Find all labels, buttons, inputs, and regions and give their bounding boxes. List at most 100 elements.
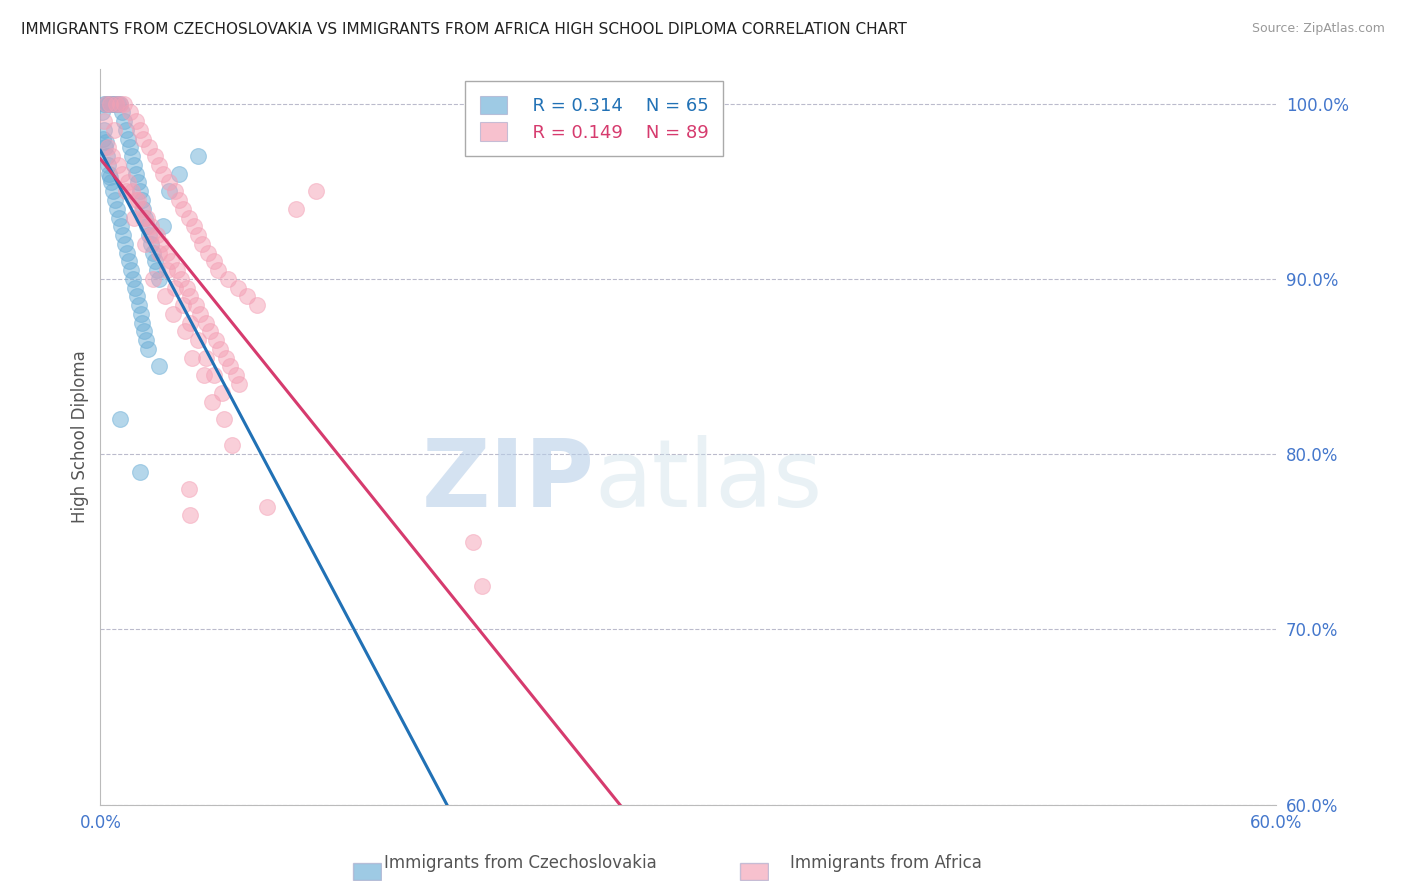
Point — [107, 96, 129, 111]
Point — [160, 254, 183, 268]
FancyBboxPatch shape — [740, 863, 768, 880]
Text: atlas: atlas — [595, 434, 823, 527]
Point — [228, 377, 250, 392]
Point — [120, 263, 142, 277]
Point — [167, 167, 190, 181]
Point — [172, 202, 194, 216]
Point — [188, 307, 211, 321]
Text: Immigrants from Africa: Immigrants from Africa — [790, 855, 981, 872]
Point — [124, 114, 146, 128]
Point — [471, 578, 494, 592]
Point — [114, 184, 136, 198]
Point — [285, 202, 308, 216]
Point — [127, 176, 149, 190]
Point — [111, 167, 134, 181]
Point — [97, 158, 120, 172]
Point — [187, 333, 209, 347]
Point — [157, 176, 180, 190]
Point — [112, 96, 135, 111]
Point — [134, 211, 156, 225]
Point — [152, 167, 174, 181]
Point — [142, 272, 165, 286]
Point — [156, 245, 179, 260]
Point — [101, 184, 124, 198]
Legend:   R = 0.314    N = 65,   R = 0.149    N = 89: R = 0.314 N = 65, R = 0.149 N = 89 — [465, 81, 723, 156]
Point — [150, 236, 173, 251]
Point — [117, 131, 139, 145]
Point — [152, 219, 174, 234]
Point — [202, 254, 225, 268]
Point — [173, 325, 195, 339]
Point — [138, 140, 160, 154]
Point — [108, 96, 131, 111]
Point — [121, 149, 143, 163]
Point — [97, 140, 120, 154]
Point — [236, 289, 259, 303]
Point — [134, 236, 156, 251]
Point — [94, 140, 117, 154]
Point — [96, 135, 118, 149]
Point — [148, 245, 170, 260]
Point — [138, 342, 160, 356]
Point — [132, 211, 155, 225]
Point — [98, 170, 121, 185]
Point — [195, 316, 218, 330]
Point — [215, 351, 238, 365]
Point — [132, 131, 155, 145]
Point — [136, 211, 159, 225]
Point — [108, 96, 131, 111]
Point — [211, 385, 233, 400]
Point — [118, 254, 141, 268]
Point — [124, 280, 146, 294]
Point — [212, 412, 235, 426]
Point — [136, 219, 159, 234]
Point — [104, 193, 127, 207]
Point — [91, 131, 114, 145]
Point — [187, 149, 209, 163]
Point — [131, 316, 153, 330]
Point — [246, 298, 269, 312]
Point — [157, 184, 180, 198]
Point — [125, 289, 148, 303]
Point — [148, 272, 170, 286]
Point — [108, 211, 131, 225]
Point — [195, 351, 218, 365]
Point — [122, 211, 145, 225]
Point — [91, 105, 114, 120]
Point — [146, 227, 169, 242]
Point — [128, 465, 150, 479]
Point — [218, 359, 240, 374]
Point — [186, 298, 208, 312]
Point — [114, 236, 136, 251]
Point — [141, 236, 163, 251]
Point — [128, 298, 150, 312]
Point — [226, 280, 249, 294]
Point — [105, 96, 128, 111]
Point — [202, 368, 225, 383]
Point — [179, 316, 201, 330]
Point — [117, 176, 139, 190]
Y-axis label: High School Diploma: High School Diploma — [72, 351, 89, 523]
Point — [98, 167, 121, 181]
Point — [172, 298, 194, 312]
Point — [121, 184, 143, 198]
Point — [181, 351, 204, 365]
Point — [207, 263, 229, 277]
Point — [112, 114, 135, 128]
Point — [111, 227, 134, 242]
Point — [156, 263, 179, 277]
Point — [305, 184, 328, 198]
Point — [143, 254, 166, 268]
Point — [96, 149, 118, 163]
Point — [96, 96, 118, 111]
Point — [167, 193, 190, 207]
Point — [208, 342, 231, 356]
Point — [128, 184, 150, 198]
Point — [107, 158, 129, 172]
Point — [179, 508, 201, 523]
Point — [162, 307, 184, 321]
Point — [177, 211, 200, 225]
Point — [103, 123, 125, 137]
Point — [153, 289, 176, 303]
Point — [93, 96, 115, 111]
